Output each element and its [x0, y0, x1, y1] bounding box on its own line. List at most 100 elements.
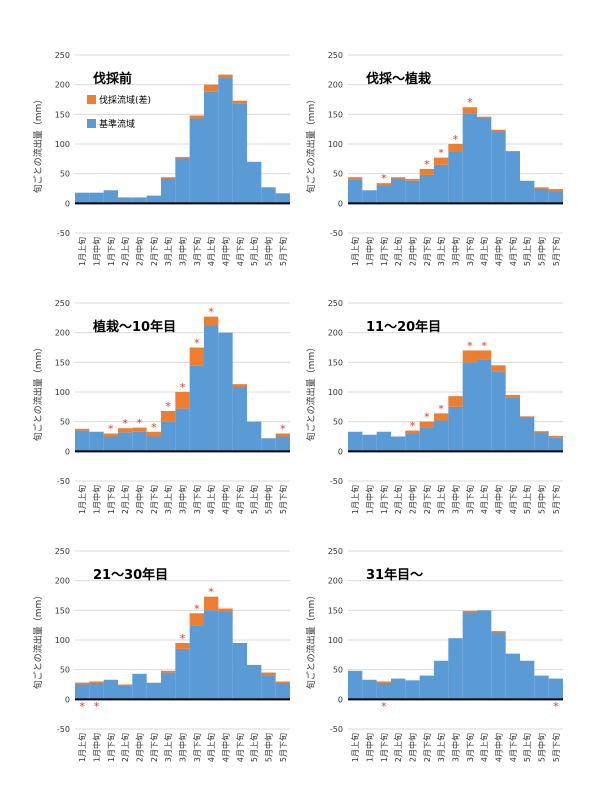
- bar-diff: [434, 413, 449, 421]
- x-tick-label: 5月中旬: [537, 485, 547, 514]
- x-tick-label: 2月上旬: [120, 733, 130, 762]
- y-tick-label: 0: [338, 695, 343, 704]
- x-tick-label: 3月中旬: [451, 485, 461, 514]
- x-tick-label: 3月上旬: [163, 237, 173, 266]
- chart-title: 植栽～10年目: [92, 319, 176, 335]
- bar-base: [146, 436, 161, 452]
- x-tick-label: 3月上旬: [436, 733, 446, 762]
- y-axis-label: 旬ごとの流出量（mm）: [305, 343, 317, 441]
- significance-marker: *: [438, 402, 444, 415]
- x-tick-label: 5月下旬: [551, 733, 561, 762]
- bar-base: [232, 642, 247, 700]
- y-tick-label: -50: [330, 477, 343, 486]
- chart-title: 21～30年目: [93, 567, 168, 583]
- x-tick-label: 3月下旬: [192, 485, 202, 514]
- significance-marker: *: [438, 147, 444, 160]
- x-tick-label: 2月上旬: [393, 237, 403, 266]
- bar-base: [89, 192, 104, 204]
- bar-diff: [75, 682, 90, 685]
- chart-panel-2: -50 0 50 100 150 200 250 旬ごとの流出量（mm） * * * * * 1月上旬 1月…: [305, 51, 563, 266]
- bar-base: [103, 436, 118, 452]
- x-tick-label: 5月下旬: [551, 485, 561, 514]
- bar-base: [161, 672, 176, 700]
- x-tick-label: 5月中旬: [264, 485, 274, 514]
- x-tick-label: 1月上旬: [350, 733, 360, 762]
- x-tick-label: 1月下旬: [106, 485, 116, 514]
- significance-marker: *: [467, 96, 473, 109]
- x-tick-label: 1月上旬: [77, 237, 87, 266]
- bar-base: [348, 179, 363, 204]
- x-tick-label: 3月中旬: [451, 237, 461, 266]
- x-tick-label: 4月中旬: [221, 485, 231, 514]
- bar-diff: [161, 410, 176, 422]
- x-tick-label: 2月下旬: [149, 733, 159, 762]
- x-tick-label: 2月下旬: [422, 733, 432, 762]
- bar-base: [204, 325, 219, 452]
- bar-diff: [462, 610, 477, 613]
- bar-base: [175, 157, 190, 204]
- y-tick-label: 200: [55, 81, 70, 90]
- bar-base: [348, 431, 363, 452]
- chart-panel-6: -50 0 50 100 150 200 250 旬ごとの流出量（mm） * * 1月上旬 1月中旬 1…: [305, 547, 563, 762]
- bar-base: [247, 421, 262, 452]
- y-tick-label: 200: [55, 577, 70, 586]
- y-tick-label: 0: [65, 199, 70, 208]
- bar-base: [103, 679, 118, 700]
- y-tick-label: 0: [338, 447, 343, 456]
- y-axis-label: 旬ごとの流出量（mm）: [305, 591, 317, 689]
- bar-base: [89, 681, 104, 700]
- bar-diff: [118, 428, 133, 433]
- bar-base: [405, 680, 420, 700]
- chart-panel-5: -50 0 50 100 150 200 250 旬ごとの流出量（mm） * * * * * 1月上旬 1月…: [32, 547, 290, 762]
- significance-marker: *: [410, 420, 416, 433]
- x-tick-label: 1月下旬: [379, 733, 389, 762]
- x-tick-label: 2月下旬: [149, 237, 159, 266]
- bar-base: [362, 434, 377, 452]
- bar-diff: [405, 179, 420, 181]
- bar-base: [89, 431, 104, 452]
- bar-base: [462, 612, 477, 700]
- bar-diff: [204, 84, 219, 92]
- x-tick-label: 4月中旬: [221, 237, 231, 266]
- bar-diff: [146, 431, 161, 437]
- bar-base: [505, 151, 520, 204]
- bar-diff: [175, 392, 190, 409]
- bar-diff: [175, 157, 190, 159]
- x-tick-label: 2月中旬: [408, 237, 418, 266]
- x-tick-label: 5月中旬: [537, 733, 547, 762]
- bar-diff: [462, 107, 477, 114]
- x-tick-label: 4月下旬: [508, 733, 518, 762]
- x-tick-label: 1月上旬: [77, 733, 87, 762]
- bar-base: [132, 197, 147, 204]
- bar-diff: [189, 347, 204, 366]
- x-tick-label: 5月上旬: [522, 237, 532, 266]
- bar-base: [391, 178, 406, 204]
- y-tick-label: 100: [55, 140, 70, 149]
- significance-marker: *: [280, 423, 286, 436]
- legend-label: 基準流域: [99, 118, 135, 130]
- y-tick-label: -50: [330, 725, 343, 734]
- bar-diff: [161, 177, 176, 179]
- bar-diff: [204, 316, 219, 326]
- x-tick-label: 3月中旬: [178, 485, 188, 514]
- bar-diff: [275, 433, 290, 437]
- y-tick-label: 200: [328, 81, 343, 90]
- x-tick-label: 5月上旬: [249, 733, 259, 762]
- bar-base: [118, 684, 133, 700]
- bar-base: [548, 678, 563, 700]
- chart-panel-4: -50 0 50 100 150 200 250 旬ごとの流出量（mm） * * * * * 1月上旬 1月…: [305, 299, 563, 514]
- bar-base: [75, 192, 90, 204]
- x-tick-label: 5月上旬: [522, 733, 532, 762]
- y-tick-label: 200: [328, 577, 343, 586]
- legend-label: 伐採流域(差): [99, 94, 151, 106]
- bar-base: [275, 193, 290, 204]
- x-tick-label: 1月上旬: [350, 485, 360, 514]
- x-tick-label: 4月上旬: [479, 485, 489, 514]
- bar-base: [175, 648, 190, 700]
- bar-base: [218, 332, 233, 452]
- x-tick-label: 3月上旬: [436, 485, 446, 514]
- y-tick-label: 50: [333, 418, 343, 427]
- bar-base: [491, 371, 506, 452]
- bar-diff: [232, 100, 247, 104]
- bar-diff: [175, 642, 190, 649]
